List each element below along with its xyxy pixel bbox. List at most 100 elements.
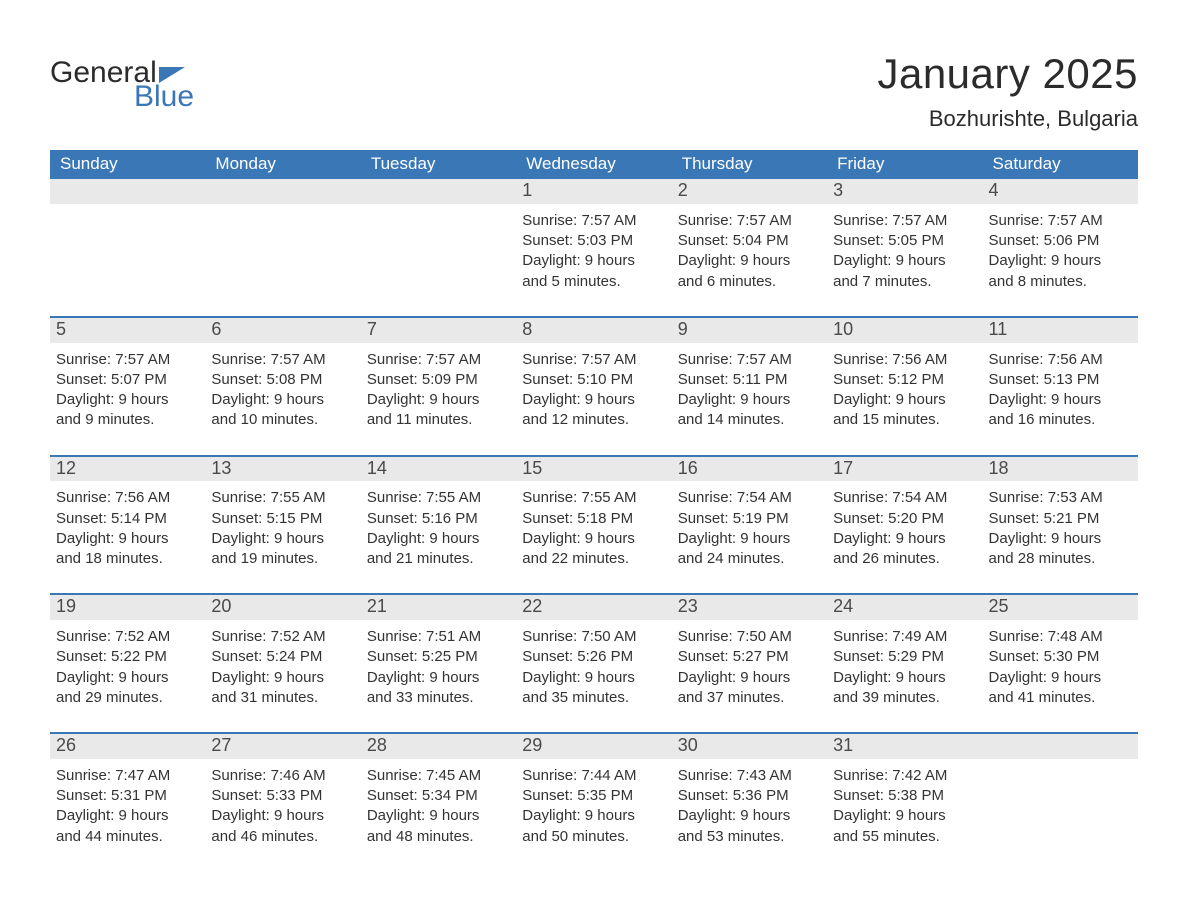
calendar-day-cell: 19Sunrise: 7:52 AMSunset: 5:22 PMDayligh… [50, 594, 205, 733]
day-number: 5 [50, 318, 205, 343]
calendar-day-cell: 15Sunrise: 7:55 AMSunset: 5:18 PMDayligh… [516, 456, 671, 595]
calendar-day-cell: 20Sunrise: 7:52 AMSunset: 5:24 PMDayligh… [205, 594, 360, 733]
calendar-table: Sunday Monday Tuesday Wednesday Thursday… [50, 150, 1138, 857]
daylight-line: Daylight: 9 hours and 28 minutes. [989, 529, 1130, 570]
daylight-line: Daylight: 9 hours and 26 minutes. [833, 529, 974, 570]
day-body: Sunrise: 7:57 AMSunset: 5:04 PMDaylight:… [672, 204, 827, 316]
sunset-line: Sunset: 5:20 PM [833, 509, 974, 529]
sunset-line: Sunset: 5:15 PM [211, 509, 352, 529]
day-number: 30 [672, 734, 827, 759]
day-body: Sunrise: 7:45 AMSunset: 5:34 PMDaylight:… [361, 759, 516, 857]
day-header-sat: Saturday [983, 150, 1138, 179]
calendar-day-cell: 5Sunrise: 7:57 AMSunset: 5:07 PMDaylight… [50, 317, 205, 456]
day-number: 4 [983, 179, 1138, 204]
day-body: Sunrise: 7:57 AMSunset: 5:03 PMDaylight:… [516, 204, 671, 316]
day-header-sun: Sunday [50, 150, 205, 179]
daylight-line: Daylight: 9 hours and 35 minutes. [522, 668, 663, 709]
day-body: Sunrise: 7:44 AMSunset: 5:35 PMDaylight:… [516, 759, 671, 857]
sunset-line: Sunset: 5:04 PM [678, 231, 819, 251]
calendar-day-cell: 12Sunrise: 7:56 AMSunset: 5:14 PMDayligh… [50, 456, 205, 595]
sunset-line: Sunset: 5:22 PM [56, 647, 197, 667]
page-header: General Blue January 2025 Bozhurishte, B… [50, 50, 1138, 132]
sunset-line: Sunset: 5:24 PM [211, 647, 352, 667]
day-number [983, 734, 1138, 759]
sunset-line: Sunset: 5:11 PM [678, 370, 819, 390]
day-body: Sunrise: 7:57 AMSunset: 5:06 PMDaylight:… [983, 204, 1138, 316]
day-body [361, 204, 516, 304]
sunset-line: Sunset: 5:18 PM [522, 509, 663, 529]
day-body [50, 204, 205, 304]
calendar-day-cell: 31Sunrise: 7:42 AMSunset: 5:38 PMDayligh… [827, 733, 982, 857]
sunrise-line: Sunrise: 7:57 AM [522, 211, 663, 231]
calendar-day-cell: 22Sunrise: 7:50 AMSunset: 5:26 PMDayligh… [516, 594, 671, 733]
sunrise-line: Sunrise: 7:51 AM [367, 627, 508, 647]
sunrise-line: Sunrise: 7:52 AM [56, 627, 197, 647]
day-number: 11 [983, 318, 1138, 343]
day-body: Sunrise: 7:57 AMSunset: 5:10 PMDaylight:… [516, 343, 671, 455]
calendar-day-cell: 4Sunrise: 7:57 AMSunset: 5:06 PMDaylight… [983, 179, 1138, 317]
day-body: Sunrise: 7:57 AMSunset: 5:07 PMDaylight:… [50, 343, 205, 455]
brand-logo: General Blue [50, 50, 194, 112]
sunset-line: Sunset: 5:09 PM [367, 370, 508, 390]
day-number: 20 [205, 595, 360, 620]
day-header-fri: Friday [827, 150, 982, 179]
calendar-day-cell: 18Sunrise: 7:53 AMSunset: 5:21 PMDayligh… [983, 456, 1138, 595]
daylight-line: Daylight: 9 hours and 6 minutes. [678, 251, 819, 292]
day-body: Sunrise: 7:57 AMSunset: 5:09 PMDaylight:… [361, 343, 516, 455]
sunrise-line: Sunrise: 7:55 AM [522, 488, 663, 508]
calendar-day-cell: 14Sunrise: 7:55 AMSunset: 5:16 PMDayligh… [361, 456, 516, 595]
calendar-page: General Blue January 2025 Bozhurishte, B… [0, 0, 1188, 897]
calendar-day-cell: 3Sunrise: 7:57 AMSunset: 5:05 PMDaylight… [827, 179, 982, 317]
day-number [50, 179, 205, 204]
day-number: 31 [827, 734, 982, 759]
daylight-line: Daylight: 9 hours and 7 minutes. [833, 251, 974, 292]
day-number: 28 [361, 734, 516, 759]
day-body: Sunrise: 7:57 AMSunset: 5:08 PMDaylight:… [205, 343, 360, 455]
sunrise-line: Sunrise: 7:57 AM [678, 211, 819, 231]
sunrise-line: Sunrise: 7:57 AM [678, 350, 819, 370]
calendar-day-cell: 16Sunrise: 7:54 AMSunset: 5:19 PMDayligh… [672, 456, 827, 595]
daylight-line: Daylight: 9 hours and 41 minutes. [989, 668, 1130, 709]
sunrise-line: Sunrise: 7:44 AM [522, 766, 663, 786]
daylight-line: Daylight: 9 hours and 33 minutes. [367, 668, 508, 709]
calendar-day-cell [361, 179, 516, 317]
day-header-thu: Thursday [672, 150, 827, 179]
day-number: 27 [205, 734, 360, 759]
daylight-line: Daylight: 9 hours and 31 minutes. [211, 668, 352, 709]
day-number: 1 [516, 179, 671, 204]
page-subtitle: Bozhurishte, Bulgaria [877, 106, 1138, 132]
calendar-day-cell: 8Sunrise: 7:57 AMSunset: 5:10 PMDaylight… [516, 317, 671, 456]
flag-icon [159, 67, 185, 83]
day-body: Sunrise: 7:43 AMSunset: 5:36 PMDaylight:… [672, 759, 827, 857]
day-header-wed: Wednesday [516, 150, 671, 179]
sunset-line: Sunset: 5:33 PM [211, 786, 352, 806]
sunrise-line: Sunrise: 7:57 AM [56, 350, 197, 370]
day-number: 3 [827, 179, 982, 204]
sunrise-line: Sunrise: 7:43 AM [678, 766, 819, 786]
calendar-day-cell: 28Sunrise: 7:45 AMSunset: 5:34 PMDayligh… [361, 733, 516, 857]
sunset-line: Sunset: 5:16 PM [367, 509, 508, 529]
sunrise-line: Sunrise: 7:54 AM [678, 488, 819, 508]
calendar-day-cell: 2Sunrise: 7:57 AMSunset: 5:04 PMDaylight… [672, 179, 827, 317]
sunrise-line: Sunrise: 7:57 AM [211, 350, 352, 370]
day-body: Sunrise: 7:55 AMSunset: 5:15 PMDaylight:… [205, 481, 360, 593]
daylight-line: Daylight: 9 hours and 39 minutes. [833, 668, 974, 709]
sunrise-line: Sunrise: 7:45 AM [367, 766, 508, 786]
sunrise-line: Sunrise: 7:50 AM [522, 627, 663, 647]
daylight-line: Daylight: 9 hours and 55 minutes. [833, 806, 974, 847]
day-number: 18 [983, 457, 1138, 482]
sunset-line: Sunset: 5:08 PM [211, 370, 352, 390]
day-body: Sunrise: 7:57 AMSunset: 5:11 PMDaylight:… [672, 343, 827, 455]
daylight-line: Daylight: 9 hours and 8 minutes. [989, 251, 1130, 292]
daylight-line: Daylight: 9 hours and 10 minutes. [211, 390, 352, 431]
day-number: 21 [361, 595, 516, 620]
day-number: 2 [672, 179, 827, 204]
sunrise-line: Sunrise: 7:47 AM [56, 766, 197, 786]
sunset-line: Sunset: 5:19 PM [678, 509, 819, 529]
calendar-day-cell [983, 733, 1138, 857]
day-number: 19 [50, 595, 205, 620]
sunset-line: Sunset: 5:29 PM [833, 647, 974, 667]
sunrise-line: Sunrise: 7:57 AM [367, 350, 508, 370]
sunrise-line: Sunrise: 7:56 AM [989, 350, 1130, 370]
day-number: 17 [827, 457, 982, 482]
